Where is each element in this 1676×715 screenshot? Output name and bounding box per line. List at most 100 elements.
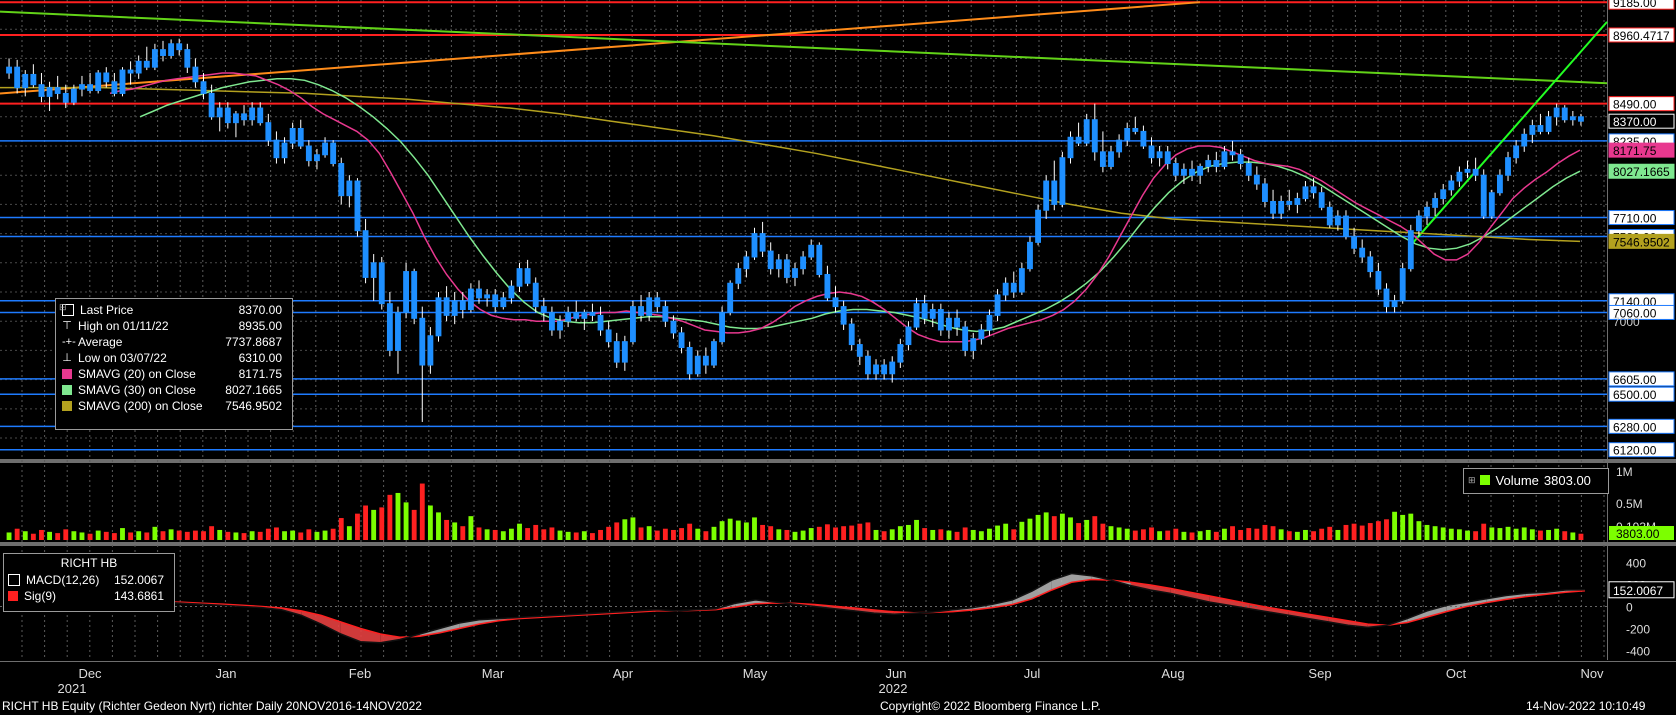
volume-bar <box>1132 530 1138 540</box>
candle-body <box>1245 163 1252 176</box>
volume-bar <box>1157 531 1163 540</box>
volume-axis-label: 0.5M <box>1616 497 1643 511</box>
volume-bar <box>265 528 271 540</box>
volume-bar <box>176 530 182 540</box>
candle-body <box>103 72 110 83</box>
candle-body <box>621 341 628 363</box>
macd-legend[interactable]: RICHT HB MACD(12,26) 152.0067 Sig(9) 143.6… <box>3 553 175 612</box>
candle-body <box>1561 107 1568 121</box>
price-label-box <box>1608 142 1675 158</box>
last-price-swatch <box>62 304 74 316</box>
candle-body <box>1334 215 1341 226</box>
high-marker-icon: ⊤ <box>62 320 72 332</box>
macd-histogram-fill <box>1190 592 1210 603</box>
candle-body <box>557 320 563 331</box>
volume-bar <box>1003 523 1009 540</box>
price-label-box <box>1608 386 1675 402</box>
volume-bar <box>290 530 296 540</box>
candle-body <box>1172 163 1179 176</box>
volume-bar <box>1335 529 1341 540</box>
average-marker-icon: -+- <box>62 336 76 348</box>
candle-body <box>638 306 644 316</box>
candle-body <box>1521 133 1528 147</box>
candle-body <box>889 361 896 375</box>
price-label-box <box>1608 418 1675 434</box>
month-label: Jul <box>1024 666 1041 681</box>
volume-bar <box>630 517 636 540</box>
volume-bar <box>1286 531 1292 540</box>
volume-bar <box>946 530 952 540</box>
volume-bar <box>1538 530 1543 540</box>
expand-volume-icon[interactable]: ⊞ <box>1468 474 1476 485</box>
volume-bar <box>549 527 555 540</box>
volume-bar <box>841 526 847 540</box>
volume-bar <box>314 531 320 540</box>
volume-bar <box>419 483 425 540</box>
collapse-legend-icon[interactable]: ⊟ <box>59 302 67 312</box>
candle-body <box>492 294 499 308</box>
candle-body <box>500 297 507 308</box>
volume-bar <box>816 526 822 540</box>
volume-bar <box>63 529 69 540</box>
volume-bar <box>1562 531 1568 540</box>
candle-body <box>946 317 952 331</box>
volume-bar <box>1059 513 1065 540</box>
macd-histogram-fill <box>439 623 460 633</box>
price-label-box <box>1608 113 1675 129</box>
macd-value: 152.0067 <box>113 573 164 587</box>
volume-bar <box>1254 528 1260 540</box>
candle-body <box>848 323 855 346</box>
candle-body <box>1002 282 1009 296</box>
volume-bar <box>1392 511 1398 540</box>
candle-body <box>127 69 134 74</box>
volume-bar <box>508 528 514 540</box>
volume-bar <box>1319 528 1325 540</box>
volume-bar <box>638 527 644 540</box>
volume-bar <box>1035 514 1041 540</box>
candle-body <box>816 244 823 275</box>
volume-bar <box>1068 517 1073 540</box>
candle-body <box>151 49 158 68</box>
candle-body <box>800 256 807 270</box>
sma20-value: 8171.75 <box>238 367 282 381</box>
price-label-box <box>1608 233 1675 249</box>
volume-bar <box>468 516 474 540</box>
volume-bar <box>1262 524 1268 540</box>
macd-histogram-fill <box>1249 603 1269 612</box>
volume-bar <box>249 531 255 540</box>
volume-legend[interactable]: ⊞ Volume 3803.00 <box>1463 468 1609 494</box>
price-axis-label: 8370.00 <box>1613 115 1657 129</box>
volume-bar <box>128 532 134 540</box>
candle-body <box>1553 107 1560 118</box>
candle-body <box>994 294 1001 316</box>
month-label: Dec <box>78 666 102 681</box>
last-price-value: 8370.00 <box>238 303 282 317</box>
uptrend-line <box>1411 21 1608 245</box>
candle-body <box>1180 168 1187 176</box>
candlesticks <box>6 38 1584 422</box>
volume-bar <box>1546 529 1551 540</box>
candle-body <box>289 127 296 144</box>
candle-body <box>1488 192 1495 217</box>
price-legend[interactable]: Last Price 8370.00 ⊤ High on 01/11/22 8935.… <box>55 298 293 430</box>
volume-bar <box>1303 529 1308 540</box>
volume-bar <box>1408 513 1414 540</box>
month-label: Nov <box>1580 666 1604 681</box>
year-label: 2022 <box>879 681 908 696</box>
candle-body <box>362 230 369 278</box>
volume-axis-label: 1M <box>1616 465 1633 479</box>
candle-body <box>1116 139 1123 153</box>
candle-body <box>1197 165 1204 176</box>
volume-bar <box>857 523 863 540</box>
candle-body <box>873 364 879 375</box>
volume-bar <box>103 531 109 540</box>
macd-histogram-fill <box>1328 617 1348 626</box>
panel-separator <box>0 542 1676 546</box>
volume-bar <box>444 519 450 540</box>
candle-body <box>605 329 612 343</box>
candle-body <box>87 84 94 92</box>
price-axis-label: 8171.75 <box>1613 144 1657 158</box>
sma30-label: SMAVG (30) on Close <box>78 383 196 397</box>
volume-bar <box>800 530 806 540</box>
